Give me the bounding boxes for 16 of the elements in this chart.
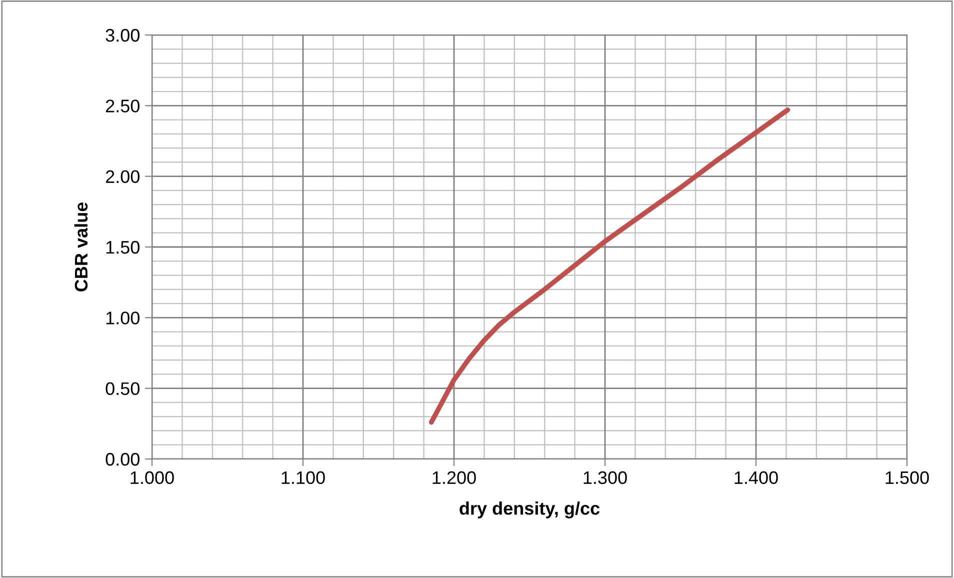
x-axis-title: dry density, g/cc [460, 502, 600, 518]
x-tick-label: 1.000 [130, 471, 174, 484]
x-tick-label: 1.400 [734, 471, 778, 484]
y-axis-title: CBR value [74, 202, 88, 292]
y-tick-label: 0.00 [106, 452, 140, 466]
x-tick-label: 1.100 [282, 471, 325, 484]
x-tick-label: 1.200 [432, 471, 476, 484]
y-tick-label: 1.50 [106, 240, 140, 254]
y-tick-label: 2.50 [106, 100, 140, 112]
y-tick-label: 3.00 [106, 28, 140, 42]
line-series [428, 107, 790, 425]
y-tick-label: 1.00 [106, 312, 140, 324]
y-tick-label: 2.00 [106, 170, 140, 184]
y-tick-label: 0.50 [106, 382, 140, 396]
x-tick-label: 1.500 [886, 471, 929, 484]
x-tick-label: 1.300 [584, 471, 627, 484]
